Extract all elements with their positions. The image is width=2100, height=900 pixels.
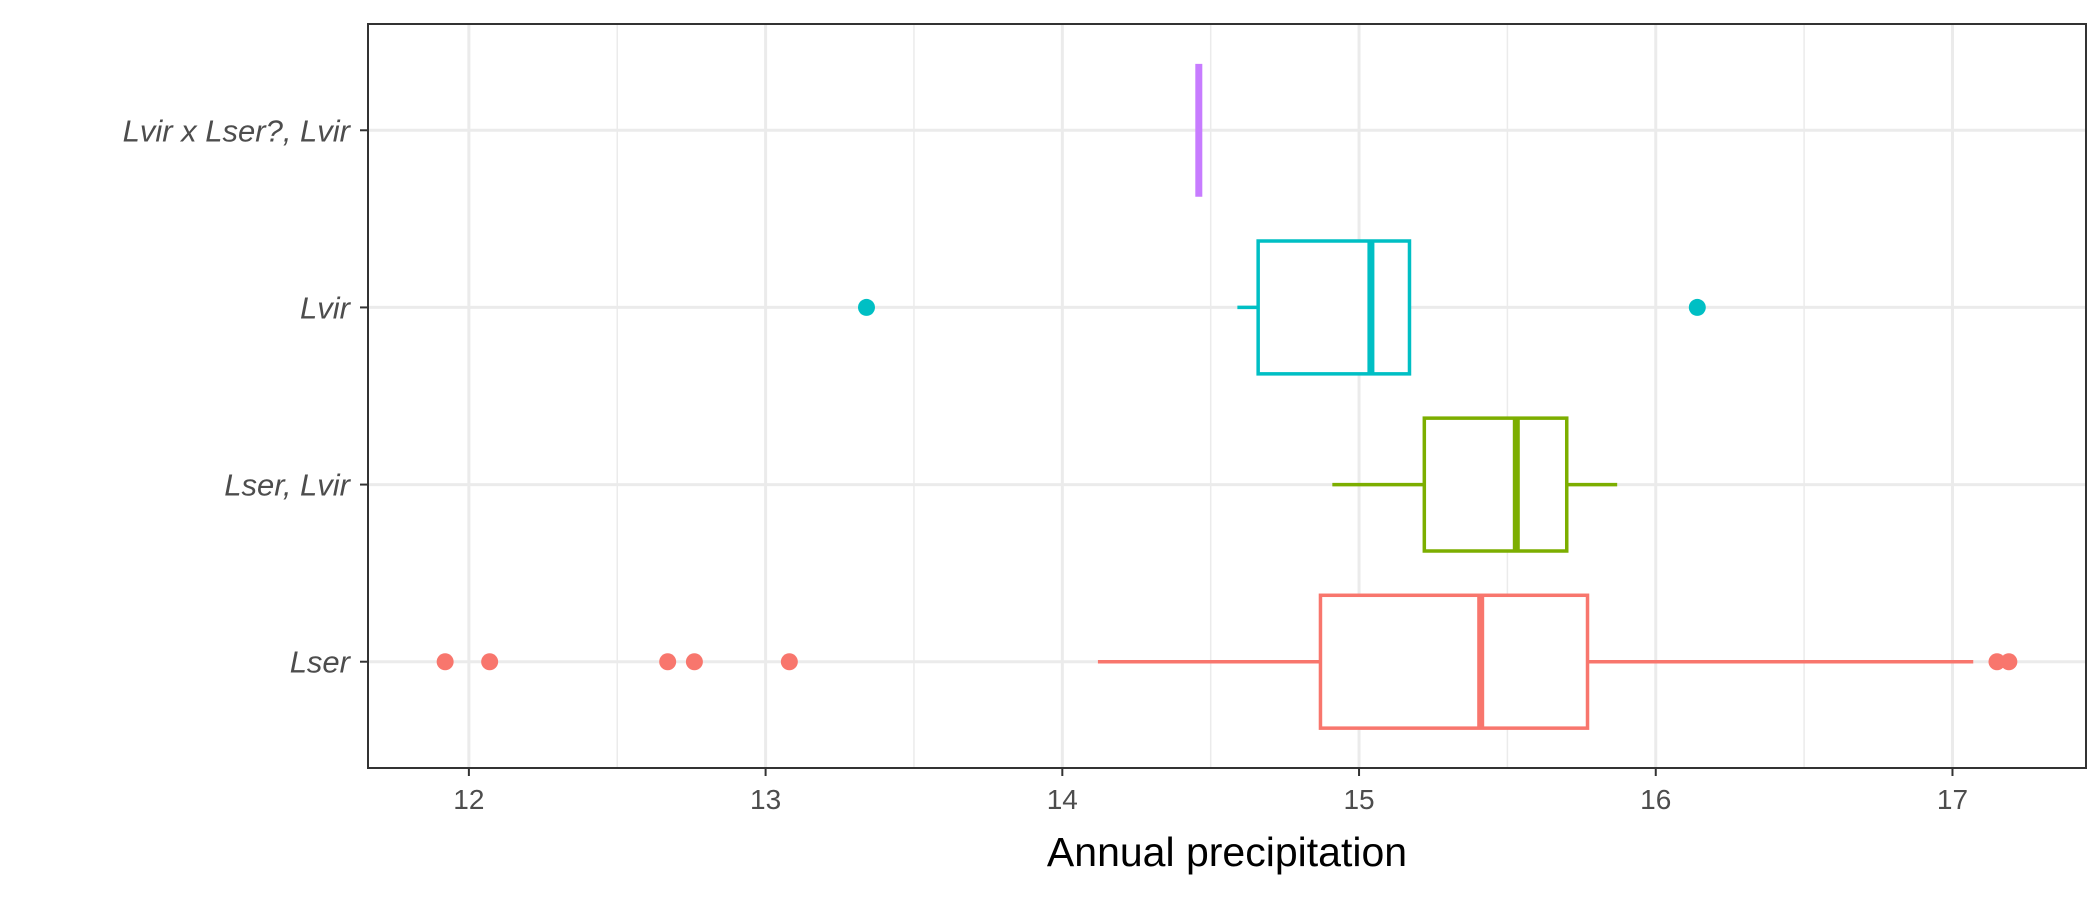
x-axis-title: Annual precipitation bbox=[1047, 829, 1407, 875]
y-axis: Lser Lser, Lvir Lvir Lvir x Lser?, Lvir bbox=[123, 113, 368, 680]
x-tick-label: 13 bbox=[750, 784, 781, 815]
plot-panel bbox=[368, 24, 2086, 768]
box-group bbox=[1332, 416, 1618, 553]
box-group bbox=[857, 239, 1706, 376]
x-tick-label: 16 bbox=[1640, 784, 1671, 815]
box bbox=[1422, 416, 1569, 553]
box-group bbox=[436, 593, 2018, 730]
y-tick-label: Lvir bbox=[300, 290, 352, 325]
outlier-point bbox=[2000, 653, 2018, 671]
outlier-point bbox=[481, 653, 499, 671]
y-tick-label: Lvir x Lser?, Lvir bbox=[123, 113, 352, 148]
outlier-point bbox=[685, 653, 703, 671]
boxes bbox=[436, 63, 2018, 730]
x-tick-label: 17 bbox=[1937, 784, 1968, 815]
outlier-point bbox=[857, 298, 875, 316]
x-tick-label: 15 bbox=[1343, 784, 1374, 815]
y-tick-label: Lser, Lvir bbox=[224, 468, 351, 503]
box bbox=[1318, 593, 1590, 730]
outlier-point bbox=[1688, 298, 1706, 316]
outlier-point bbox=[1988, 653, 2006, 671]
outlier-point bbox=[780, 653, 798, 671]
y-tick-label: Lser bbox=[290, 645, 352, 680]
box bbox=[1256, 239, 1412, 376]
x-tick-label: 12 bbox=[453, 784, 484, 815]
outlier-point bbox=[436, 653, 454, 671]
outlier-point bbox=[659, 653, 677, 671]
grid-major bbox=[368, 24, 2086, 768]
plot-border bbox=[367, 23, 2087, 769]
x-tick-label: 14 bbox=[1047, 784, 1078, 815]
x-axis: 12 13 14 15 16 17 bbox=[453, 768, 1968, 815]
